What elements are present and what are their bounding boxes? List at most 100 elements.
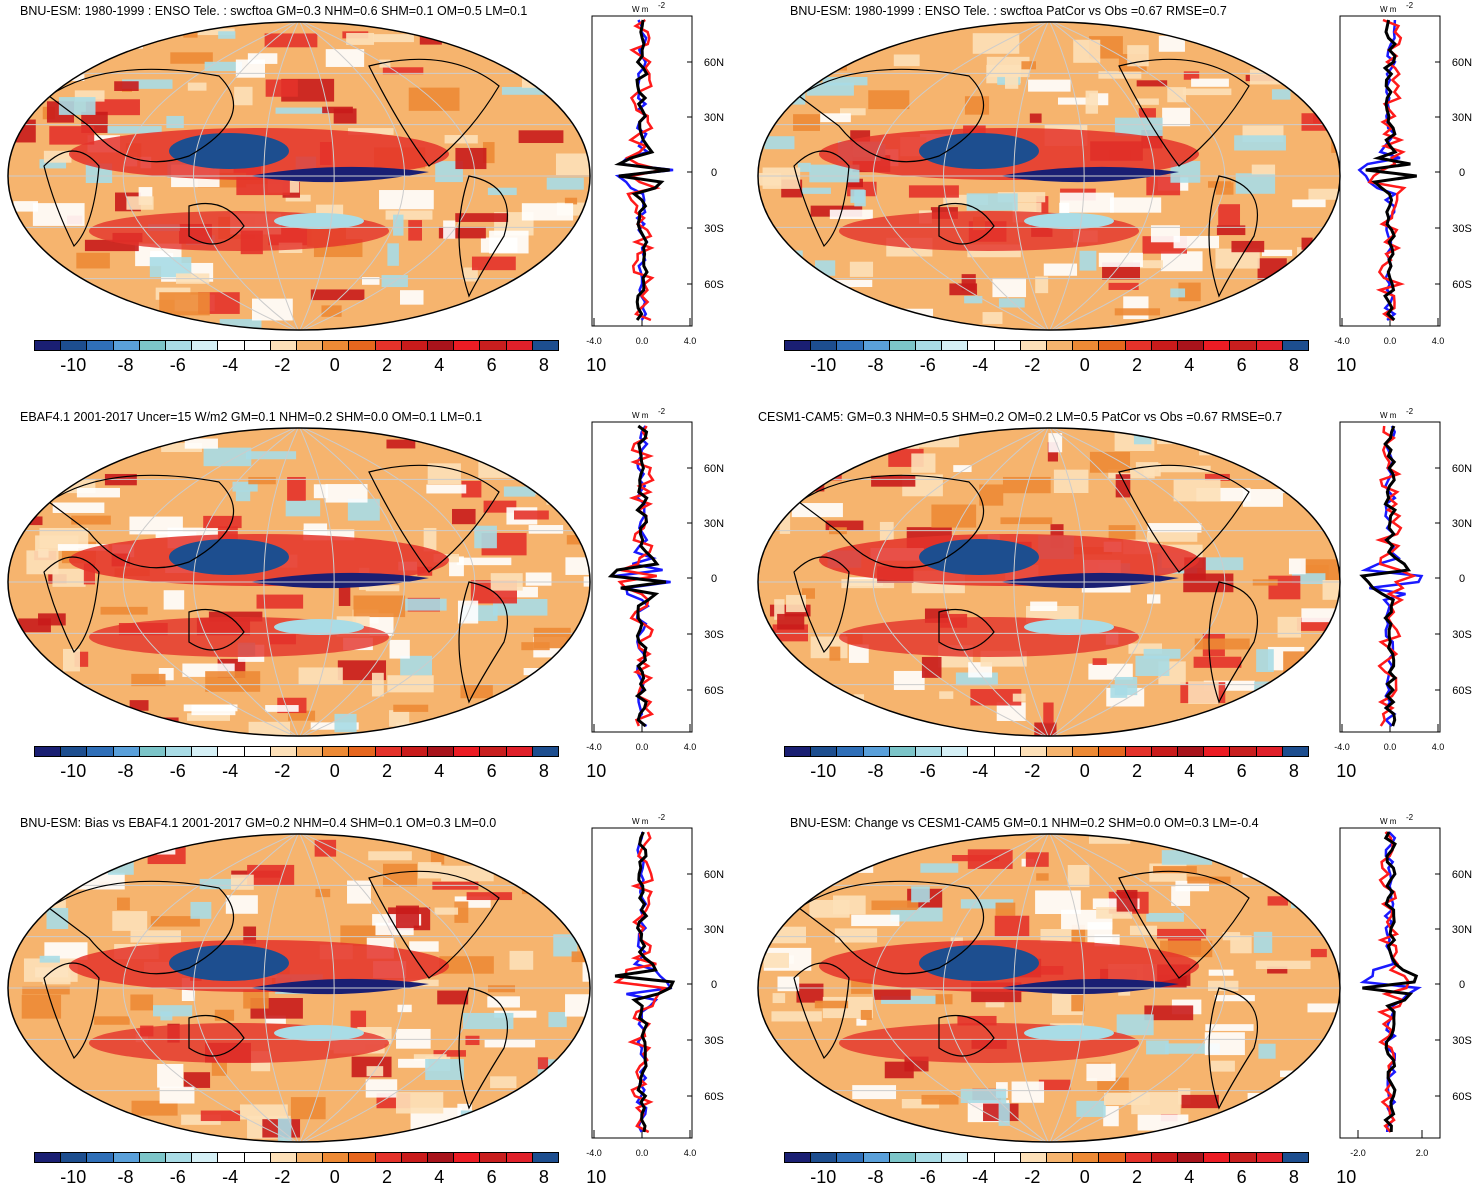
colorbar-label: -2 [274,1167,290,1188]
colorbar-swatch [1229,341,1255,350]
lat-label: 0 [711,573,717,585]
anomaly-patch [1071,995,1084,1011]
colorbar-label: -2 [274,355,290,376]
colorbar-swatch [427,1153,453,1162]
anomaly-patch [522,203,573,220]
anomaly-patch [868,1139,904,1144]
colorbar-label: -10 [60,761,86,782]
anomaly-patch [1117,1014,1154,1035]
colorbar-label: -8 [118,761,134,782]
anomaly-patch [549,259,584,274]
colorbar-label: -6 [920,761,936,782]
lat-label: 0 [711,979,717,991]
anomaly-patch [784,1121,814,1143]
colorbar-swatch [836,747,862,756]
anomaly-patch [1030,602,1057,611]
anomaly-patch [1183,574,1233,593]
anomaly-patch [1005,76,1018,89]
anomaly-patch [487,996,520,1007]
anomaly-patch [763,953,789,968]
anomaly-patch [521,717,572,733]
x-tick-label: -4.0 [586,1148,602,1158]
colorbar-swatch [35,747,60,756]
map-robinson [756,832,1342,1144]
colorbar-swatch [1203,1153,1229,1162]
anomaly-patch [1256,961,1311,969]
anomaly-patch [519,130,564,143]
map-robinson [6,20,592,332]
colorbar-swatch [270,341,296,350]
profile-unit-exponent: -2 [658,813,666,822]
colorbar-swatch [1072,747,1098,756]
anomaly-patch [1303,450,1342,468]
anomaly-patch [31,849,83,871]
anomaly-patch [63,649,80,672]
colorbar-swatch [1282,341,1308,350]
anomaly-patch [999,298,1025,307]
anomaly-patch [441,866,494,882]
colorbar-swatch [1256,1153,1282,1162]
colorbar-label: 0 [330,761,340,782]
anomaly-patch [868,90,909,109]
anomaly-patch [420,25,446,35]
colorbar-label: -10 [60,1167,86,1188]
colorbar-swatch [810,341,836,350]
colorbar-swatch [1125,341,1151,350]
anomaly-patch [1299,716,1332,730]
anomaly-patch [839,1115,853,1129]
x-tick-label: 0.0 [636,1148,649,1158]
colorbar-swatch [35,1153,60,1162]
map-robinson [756,20,1342,332]
anomaly-patch [798,290,841,304]
lat-label: 60S [704,279,724,291]
map-robinson [756,426,1342,738]
colorbar-swatch [1282,747,1308,756]
anomaly-patch [911,453,935,472]
colorbar-swatch [863,747,889,756]
colorbar-label: 2 [382,1167,392,1188]
colorbar-label: -8 [868,1167,884,1188]
colorbar-swatch [86,747,112,756]
colorbar-label: -6 [920,355,936,376]
anomaly-patch [33,203,85,226]
colorbar-swatch [322,747,348,756]
colorbar-swatch [1098,1153,1124,1162]
anomaly-patch [558,864,575,871]
anomaly-patch [114,81,138,91]
anomaly-patch [1316,862,1341,877]
anomaly-patch [766,734,808,738]
panel-title: BNU-ESM: Change vs CESM1-CAM5 GM=0.1 NHM… [790,816,1259,830]
anomaly-patch [25,262,36,275]
anomaly-patch [266,79,298,96]
colorbar-swatch [1282,1153,1308,1162]
anomaly-patch [1262,432,1290,451]
anomaly-patch [570,909,592,924]
colorbar-label: -6 [920,1167,936,1188]
colorbar-swatch [296,747,322,756]
anomaly-patch [1110,197,1161,212]
anomaly-patch [387,675,433,692]
anomaly-patch [373,34,414,42]
anomaly-patch [77,488,120,497]
spcz-negative [1024,1025,1114,1041]
anomaly-patch [544,283,562,291]
anomaly-patch [185,439,218,449]
colorbar-swatch [1098,747,1124,756]
colorbar-swatch [217,747,243,756]
anomaly-patch [868,1141,913,1144]
anomaly-patch [1245,709,1274,721]
lat-label: 30N [704,518,724,530]
anomaly-patch [790,833,826,851]
spcz-negative [274,619,364,635]
colorbar-swatch [532,747,558,756]
lat-label: 30N [1452,924,1472,936]
anomaly-patch [538,1057,548,1069]
anomaly-patch [70,292,106,311]
anomaly-patch [875,722,890,728]
anomaly-patch [347,881,371,904]
anomaly-patch [321,305,341,316]
colorbar-swatch [191,341,217,350]
anomaly-patch [1283,473,1331,493]
